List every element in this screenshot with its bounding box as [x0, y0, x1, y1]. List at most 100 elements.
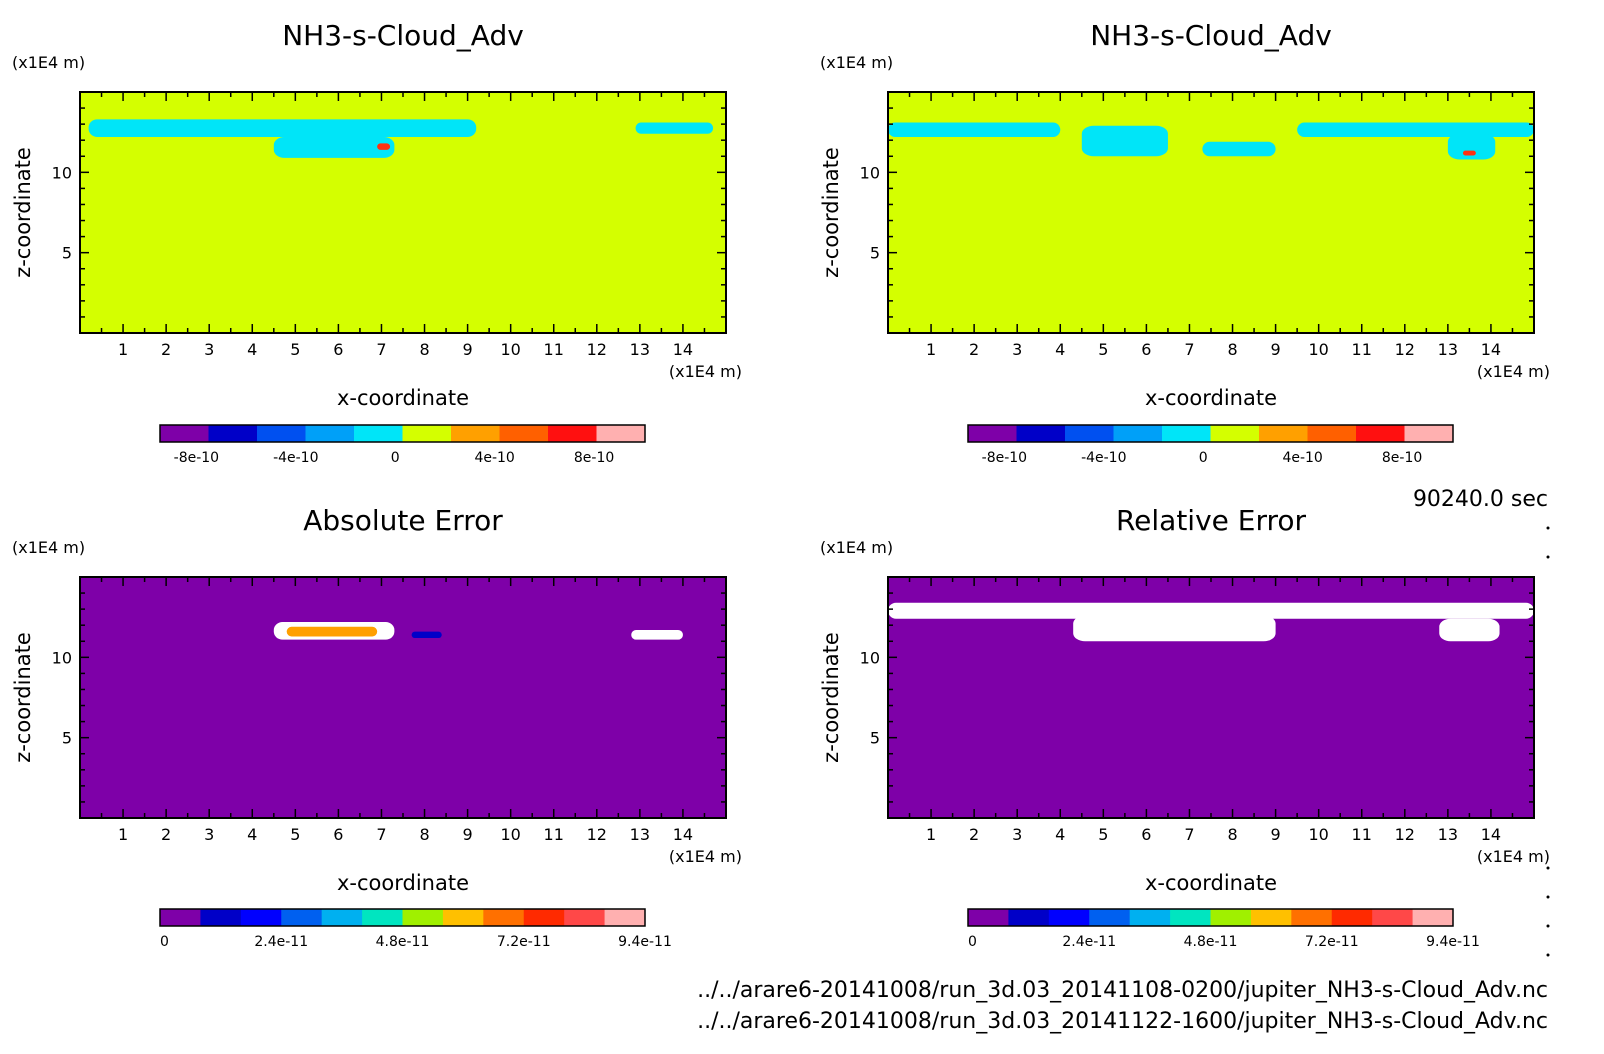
colorbar-label: 7.2e-11 [1305, 934, 1359, 950]
x-unit-label: (x1E4 m) [1477, 362, 1550, 381]
panel-top-right: 1 2 3 4 5 6 7 8 9 10 11 12 13 14510NH3-s-Cloud_Adv(x1… [819, 19, 1550, 466]
field-feature [888, 122, 1061, 137]
colorbar-label: 4e-10 [1282, 450, 1322, 466]
x-tick-label: 1 [926, 340, 936, 359]
colorbar-label: 2.4e-11 [1062, 934, 1116, 950]
field-feature [286, 626, 378, 637]
colorbar-segment [1170, 909, 1211, 926]
panel-title: NH3-s-Cloud_Adv [282, 19, 524, 52]
x-tick-label: 11 [1352, 825, 1372, 844]
colorbar-segment [451, 425, 500, 442]
x-tick-label: 12 [587, 825, 607, 844]
colorbar-segment [1008, 909, 1050, 926]
y-tick-label: 5 [870, 729, 880, 748]
colorbar-segment [1412, 909, 1454, 926]
colorbar-label: 2.4e-11 [254, 934, 308, 950]
colorbar-segment [442, 909, 484, 926]
colorbar-frame [967, 424, 1454, 443]
x-tick-label: 8 [1227, 340, 1237, 359]
x-tick-label: 11 [1352, 340, 1372, 359]
colorbar-segment [1356, 425, 1405, 442]
colorbar-label: 9.4e-11 [1426, 934, 1480, 950]
field-feature [1081, 125, 1168, 157]
x-unit-label: (x1E4 m) [669, 847, 742, 866]
colorbar-segment [240, 909, 282, 926]
x-tick-label: 10 [500, 825, 520, 844]
colorbar-segment [523, 909, 565, 926]
colorbar-segment [1404, 425, 1454, 442]
x-tick-label: 1 [118, 825, 128, 844]
colorbar-segment [160, 425, 209, 442]
colorbar-label: 0 [1199, 450, 1208, 466]
colorbar-segment [281, 909, 323, 926]
colorbar-segment [402, 425, 452, 442]
y-tick-label: 5 [870, 244, 880, 263]
x-tick-label: 9 [1271, 825, 1281, 844]
y-unit-label: (x1E4 m) [12, 53, 85, 72]
x-tick-label: 14 [1481, 825, 1501, 844]
field-background [80, 577, 726, 818]
y-axis-label: z-coordinate [11, 632, 35, 763]
x-unit-label: (x1E4 m) [1477, 847, 1550, 866]
colorbar-label: 8e-10 [574, 450, 614, 466]
x-tick-label: 7 [1184, 340, 1194, 359]
x-tick-label: 13 [1438, 340, 1458, 359]
x-tick-label: 3 [1012, 340, 1022, 359]
x-tick-label: 6 [1141, 340, 1151, 359]
colorbar-label: -8e-10 [982, 450, 1027, 466]
colorbar-segment [1210, 909, 1252, 926]
panel-top-left: 1 2 3 4 5 6 7 8 9 10 11 12 13 14510NH3-s-Cloud_Adv(x1… [11, 19, 742, 466]
colorbar-segment [1129, 909, 1171, 926]
y-tick-label: 5 [62, 244, 72, 263]
colorbar-segment [1162, 425, 1211, 442]
field-feature [1202, 141, 1276, 157]
x-tick-label: 10 [1308, 825, 1328, 844]
x-tick-label: 2 [969, 825, 979, 844]
colorbar-segment [1250, 909, 1292, 926]
x-tick-label: 1 [118, 340, 128, 359]
colorbar-segment [1065, 425, 1114, 442]
colorbar-segment [1210, 425, 1260, 442]
colorbar-label: 0 [391, 450, 400, 466]
colorbar-label: 0 [968, 934, 977, 950]
colorbar-segment [968, 909, 1009, 926]
y-tick-label: 10 [52, 163, 72, 182]
colorbar-segment [208, 425, 258, 442]
colorbar-segment [200, 909, 242, 926]
colorbar-segment [968, 425, 1017, 442]
colorbar-segment [1291, 909, 1333, 926]
panel-title: NH3-s-Cloud_Adv [1090, 19, 1332, 52]
colorbar-label: 7.2e-11 [497, 934, 551, 950]
colorbar-segment [596, 425, 646, 442]
colorbar-segment [1259, 425, 1308, 442]
x-tick-label: 5 [1098, 340, 1108, 359]
x-tick-label: 12 [587, 340, 607, 359]
y-unit-label: (x1E4 m) [820, 538, 893, 557]
x-tick-label: 5 [290, 340, 300, 359]
field-feature [631, 630, 683, 640]
x-tick-label: 8 [419, 825, 429, 844]
colorbar-segment [1113, 425, 1163, 442]
field-feature [635, 122, 714, 134]
x-tick-label: 9 [1271, 340, 1281, 359]
stray-dot [1546, 924, 1550, 928]
field-feature [88, 119, 477, 137]
stray-dot [1546, 953, 1550, 957]
x-unit-label: (x1E4 m) [669, 362, 742, 381]
colorbar-segment [604, 909, 646, 926]
x-tick-label: 4 [1055, 340, 1065, 359]
colorbar-segment [1089, 909, 1131, 926]
y-axis-label: z-coordinate [819, 632, 843, 763]
panel-title: Absolute Error [303, 504, 503, 537]
field-feature [888, 602, 1534, 619]
colorbar-frame [159, 424, 646, 443]
field-feature [1462, 150, 1476, 156]
colorbar-label: 0 [160, 934, 169, 950]
colorbar-frame [159, 908, 646, 927]
field-feature [411, 631, 442, 639]
colorbar-segment [1016, 425, 1066, 442]
stray-dot [1546, 895, 1550, 899]
x-tick-label: 6 [333, 340, 343, 359]
